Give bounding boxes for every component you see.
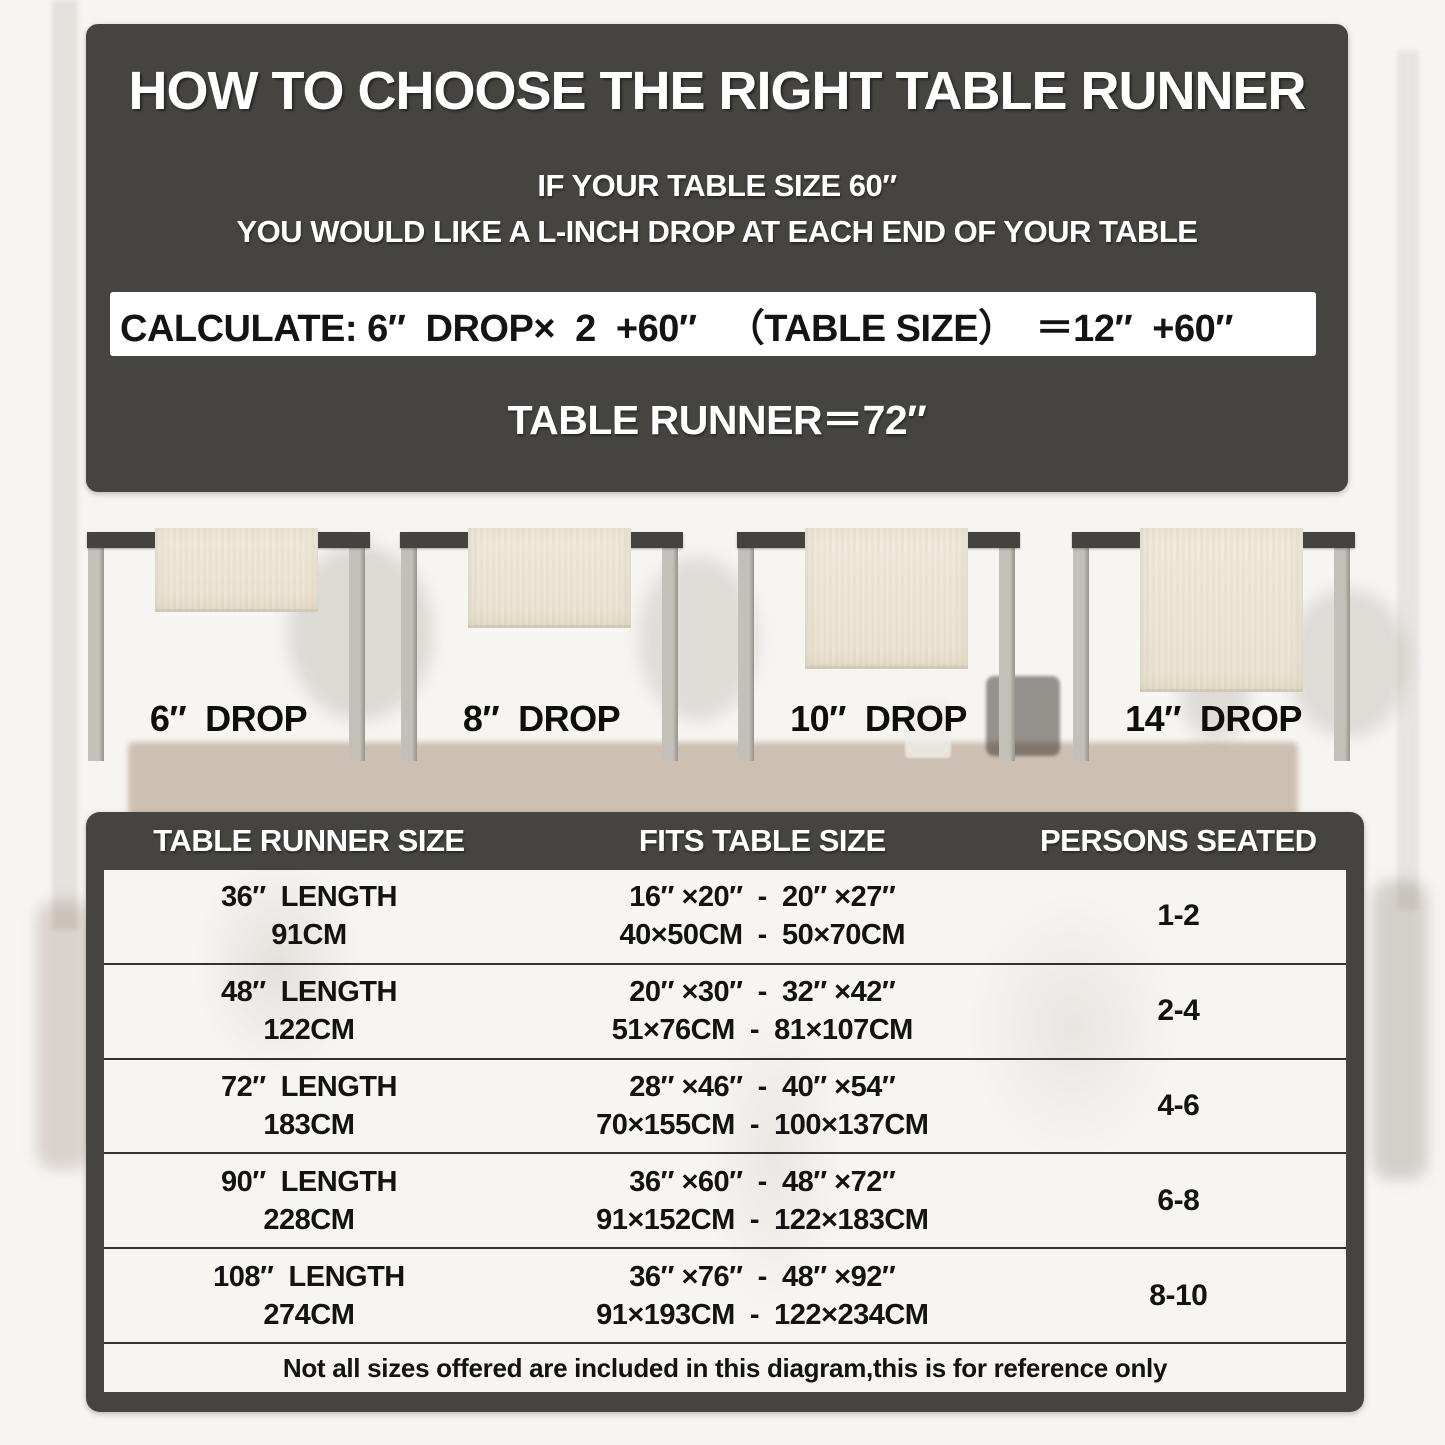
- fits-size-inches: 20″ ×30″ - 32″ ×42″: [629, 976, 896, 1009]
- size-chart-panel: TABLE RUNNER SIZE FITS TABLE SIZE PERSON…: [86, 812, 1364, 1412]
- chair-silhouette: [1372, 880, 1428, 1180]
- drop-label: 8″ DROP: [462, 698, 621, 739]
- table-leg-right-icon: [1334, 547, 1350, 761]
- runner-size-cell: 36″ LENGTH 91CM: [104, 870, 514, 963]
- runner-size-inches: 90″ LENGTH: [220, 1165, 397, 1198]
- persons-seated-cell: 8-10: [1011, 1249, 1346, 1342]
- table-figure: 8″ DROP: [400, 528, 683, 778]
- fits-size-inches: 36″ ×60″ - 48″ ×72″: [629, 1165, 896, 1198]
- subtitle-line-2: YOU WOULD LIKE A L-INCH DROP AT EACH END…: [236, 214, 1198, 249]
- table-leg-right-icon: [349, 547, 365, 761]
- runner-size-cell: 90″ LENGTH 228CM: [104, 1154, 514, 1247]
- table-leg-right-icon: [999, 547, 1015, 761]
- size-chart-row: 48″ LENGTH 122CM 20″ ×30″ - 32″ ×42″ 51×…: [104, 965, 1346, 1060]
- chair-silhouette: [36, 900, 90, 1170]
- size-chart-row: 72″ LENGTH 183CM 28″ ×46″ - 40″ ×54″ 70×…: [104, 1060, 1346, 1155]
- runner-size-cm: 122CM: [263, 1014, 355, 1047]
- table-figure: 10″ DROP: [737, 528, 1020, 778]
- persons-seated-cell: 1-2: [1011, 870, 1346, 963]
- table-runner-icon: [805, 528, 968, 669]
- persons-seated-value: 6-8: [1157, 1183, 1200, 1217]
- table-leg-left-icon: [401, 547, 417, 761]
- persons-seated-value: 1-2: [1157, 899, 1200, 933]
- runner-size-cell: 72″ LENGTH 183CM: [104, 1060, 514, 1153]
- drop-diagram: 6″ DROP 8″ DROP 10″ DROP 14″ DROP: [87, 528, 1357, 778]
- table-runner-icon: [155, 528, 318, 612]
- fits-table-size-cell: 28″ ×46″ - 40″ ×54″ 70×155CM - 100×137CM: [514, 1060, 1011, 1153]
- runner-size-cm: 228CM: [263, 1203, 355, 1236]
- calculation-result: TABLE RUNNER＝72″: [507, 397, 927, 443]
- runner-size-cell: 108″ LENGTH 274CM: [104, 1249, 514, 1342]
- column-header-persons-seated: PERSONS SEATED: [1039, 823, 1317, 858]
- calculation-formula: CALCULATE: 6″ DROP× 2 +60″ （TABLE SIZE） …: [120, 307, 1233, 350]
- calculation-formula-band: CALCULATE: 6″ DROP× 2 +60″ （TABLE SIZE） …: [110, 292, 1316, 356]
- size-chart-footnote: Not all sizes offered are included in th…: [282, 1352, 1168, 1383]
- persons-seated-value: 4-6: [1157, 1088, 1200, 1122]
- subtitle-line-1: IF YOUR TABLE SIZE 60″: [537, 168, 897, 203]
- fits-size-inches: 16″ ×20″ - 20″ ×27″: [629, 881, 896, 914]
- runner-size-cell: 48″ LENGTH 122CM: [104, 965, 514, 1058]
- fits-size-cm: 51×76CM - 81×107CM: [611, 1014, 914, 1047]
- table-runner-icon: [468, 528, 631, 628]
- persons-seated-value: 2-4: [1157, 994, 1200, 1028]
- fits-size-inches: 36″ ×76″ - 48″ ×92″: [629, 1260, 896, 1293]
- fits-size-cm: 91×152CM - 122×183CM: [596, 1203, 929, 1236]
- dining-table-silhouette: [128, 742, 1298, 816]
- runner-size-cm: 183CM: [263, 1108, 355, 1141]
- runner-size-inches: 48″ LENGTH: [220, 976, 397, 1009]
- size-chart-body: 36″ LENGTH 91CM 16″ ×20″ - 20″ ×27″ 40×5…: [104, 870, 1346, 1392]
- drop-label: 14″ DROP: [1125, 698, 1302, 739]
- persons-seated-cell: 4-6: [1011, 1060, 1346, 1153]
- cup-silhouette: [905, 700, 951, 758]
- table-leg-right-icon: [662, 547, 678, 761]
- window-frame-right: [1397, 50, 1419, 910]
- table-leg-left-icon: [738, 547, 754, 761]
- persons-seated-cell: 2-4: [1011, 965, 1346, 1058]
- window-frame-left: [52, 0, 78, 930]
- drop-label: 10″ DROP: [790, 698, 967, 739]
- fits-table-size-cell: 36″ ×60″ - 48″ ×72″ 91×152CM - 122×183CM: [514, 1154, 1011, 1247]
- fits-size-inches: 28″ ×46″ - 40″ ×54″: [629, 1070, 896, 1103]
- table-runner-icon: [1140, 528, 1303, 692]
- table-figure: 6″ DROP: [87, 528, 370, 778]
- pot-silhouette: [986, 676, 1060, 756]
- fits-size-cm: 70×155CM - 100×137CM: [596, 1108, 929, 1141]
- header-panel: HOW TO CHOOSE THE RIGHT TABLE RUNNER IF …: [86, 24, 1348, 492]
- fits-table-size-cell: 36″ ×76″ - 48″ ×92″ 91×193CM - 122×234CM: [514, 1249, 1011, 1342]
- table-leg-left-icon: [1073, 547, 1089, 761]
- drop-label: 6″ DROP: [149, 698, 308, 739]
- runner-size-inches: 36″ LENGTH: [220, 881, 397, 914]
- page-title: HOW TO CHOOSE THE RIGHT TABLE RUNNER: [128, 61, 1307, 121]
- column-header-fits-table-size: FITS TABLE SIZE: [638, 823, 886, 858]
- runner-size-inches: 108″ LENGTH: [213, 1260, 405, 1293]
- column-header-runner-size: TABLE RUNNER SIZE: [153, 823, 465, 858]
- runner-size-inches: 72″ LENGTH: [220, 1070, 397, 1103]
- fits-size-cm: 40×50CM - 50×70CM: [619, 919, 906, 952]
- table-leg-left-icon: [88, 547, 104, 761]
- fits-table-size-cell: 20″ ×30″ - 32″ ×42″ 51×76CM - 81×107CM: [514, 965, 1011, 1058]
- table-figure: 14″ DROP: [1072, 528, 1355, 778]
- fits-size-cm: 91×193CM - 122×234CM: [596, 1298, 929, 1331]
- fits-table-size-cell: 16″ ×20″ - 20″ ×27″ 40×50CM - 50×70CM: [514, 870, 1011, 963]
- size-chart-row: 36″ LENGTH 91CM 16″ ×20″ - 20″ ×27″ 40×5…: [104, 870, 1346, 965]
- size-chart-header: TABLE RUNNER SIZE FITS TABLE SIZE PERSON…: [104, 812, 1346, 870]
- size-chart-row: 90″ LENGTH 228CM 36″ ×60″ - 48″ ×72″ 91×…: [104, 1154, 1346, 1250]
- runner-size-cm: 91CM: [271, 919, 347, 952]
- size-chart-row: 108″ LENGTH 274CM 36″ ×76″ - 48″ ×92″ 91…: [104, 1249, 1346, 1344]
- runner-size-cm: 274CM: [263, 1298, 355, 1331]
- persons-seated-cell: 6-8: [1011, 1154, 1346, 1247]
- persons-seated-value: 8-10: [1149, 1278, 1208, 1312]
